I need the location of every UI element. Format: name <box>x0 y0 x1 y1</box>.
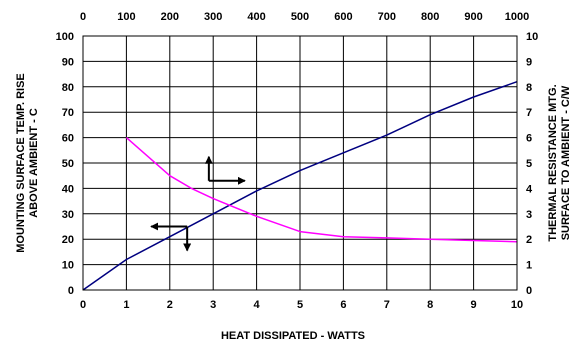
x-top-tick-label: 300 <box>204 11 222 23</box>
y-left-tick-label: 100 <box>56 31 74 43</box>
x-top-tick-label: 900 <box>464 11 482 23</box>
thermal-resistance-line <box>125 137 518 243</box>
temperature-rise-line <box>82 80 518 291</box>
x-top-tick-label: 700 <box>378 11 396 23</box>
y-right-tick-label: 0 <box>526 285 532 297</box>
y-right-tick-label: 10 <box>526 31 538 43</box>
y-left-tick-label: 70 <box>62 107 74 119</box>
x-top-tick-label: 1000 <box>505 11 529 23</box>
y-left-tick-label: 0 <box>68 285 74 297</box>
y-right-tick-label: 5 <box>526 158 532 170</box>
tick-labels: 0 1 2 3 4 5 6 7 8 9 100 100 200 300 400 500 600 700 800 900… <box>56 11 539 311</box>
y-left-tick-label: 40 <box>62 183 74 195</box>
y-right-tick-label: 3 <box>526 209 532 221</box>
x-bottom-tick-label: 5 <box>297 299 303 311</box>
x-top-tick-label: 600 <box>334 11 352 23</box>
x-top-tick-label: 200 <box>161 11 179 23</box>
y-left-tick-label: 90 <box>62 56 74 68</box>
x-bottom-tick-label: 3 <box>210 299 216 311</box>
annotation-group <box>150 155 246 252</box>
y-right-tick-label: 2 <box>526 234 532 246</box>
y-axis-left-title-line-1: MOUNTING SURFACE TEMP. RISE <box>15 73 27 252</box>
x-bottom-tick-label: 10 <box>511 299 523 311</box>
y-axis-right-title: THERMAL RESISTANCE MTG. SURFACE TO AMBIE… <box>547 84 572 241</box>
y-left-tick-label: 50 <box>62 158 74 170</box>
x-bottom-tick-label: 0 <box>80 299 86 311</box>
x-top-tick-label: 100 <box>117 11 135 23</box>
x-bottom-tick-label: 7 <box>384 299 390 311</box>
grid <box>82 35 518 291</box>
y-left-tick-label: 20 <box>62 234 74 246</box>
x-top-tick-label: 800 <box>421 11 439 23</box>
y-right-tick-label: 9 <box>526 56 532 68</box>
y-left-tick-label: 10 <box>62 260 74 272</box>
y-axis-left-title: MOUNTING SURFACE TEMP. RISE ABOVE AMBIEN… <box>15 73 40 252</box>
x-axis-title: HEAT DISSIPATED - WATTS <box>221 330 365 342</box>
y-axis-left-title-line-2: ABOVE AMBIENT - C <box>28 108 40 218</box>
y-right-tick-label: 4 <box>526 183 533 195</box>
y-axis-right-title-line-1: THERMAL RESISTANCE MTG. <box>547 84 559 241</box>
y-right-tick-label: 1 <box>526 260 532 272</box>
x-bottom-tick-label: 6 <box>340 299 346 311</box>
x-bottom-tick-label: 1 <box>123 299 129 311</box>
x-top-tick-label: 500 <box>291 11 309 23</box>
y-axis-right-title-line-2: SURFACE TO AMBIENT - C/W <box>560 85 572 240</box>
y-right-tick-label: 6 <box>526 133 532 145</box>
x-top-tick-label: 400 <box>247 11 265 23</box>
x-bottom-tick-label: 8 <box>427 299 433 311</box>
x-bottom-tick-label: 9 <box>471 299 477 311</box>
plot-frame <box>82 35 518 291</box>
series-group <box>82 80 518 291</box>
x-top-tick-label: 0 <box>80 11 86 23</box>
y-right-tick-label: 8 <box>526 82 532 94</box>
y-left-tick-label: 60 <box>62 133 74 145</box>
x-bottom-tick-label: 4 <box>254 299 261 311</box>
x-bottom-tick-label: 2 <box>167 299 173 311</box>
y-left-tick-label: 80 <box>62 82 74 94</box>
y-left-tick-label: 30 <box>62 209 74 221</box>
y-right-tick-label: 7 <box>526 107 532 119</box>
